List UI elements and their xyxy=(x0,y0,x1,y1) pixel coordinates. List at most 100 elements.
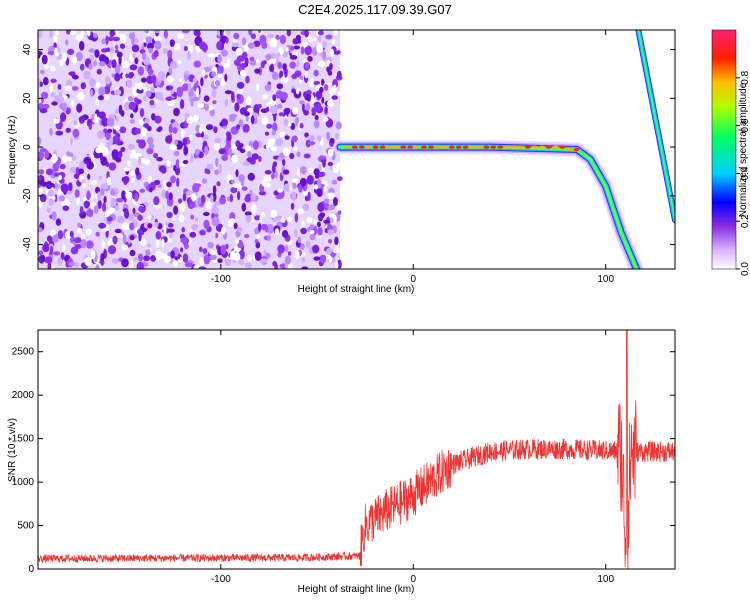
noise-speck xyxy=(280,91,288,101)
noise-speck xyxy=(197,197,202,206)
noise-speck xyxy=(182,253,189,263)
noise-speck xyxy=(253,40,261,47)
noise-speck xyxy=(90,180,97,186)
noise-speck xyxy=(220,244,227,255)
snr-frame xyxy=(37,329,676,570)
noise-speck xyxy=(41,54,48,65)
noise-speck xyxy=(289,55,298,60)
colorbar-gradient xyxy=(711,29,737,270)
noise-speck xyxy=(236,124,240,130)
noise-speck xyxy=(301,41,309,48)
noise-speck xyxy=(44,149,50,159)
noise-speck xyxy=(99,54,107,63)
noise-speck xyxy=(179,78,183,83)
noise-speck xyxy=(109,30,116,37)
noise-speck xyxy=(140,157,147,164)
noise-speck xyxy=(310,94,315,104)
noise-speck xyxy=(138,119,144,125)
noise-speck xyxy=(289,46,295,51)
noise-speck xyxy=(157,184,162,188)
noise-speck xyxy=(242,123,250,133)
signal-peak xyxy=(559,145,566,149)
noise-speck xyxy=(49,128,53,136)
noise-speck xyxy=(130,170,136,177)
noise-speck xyxy=(216,181,221,187)
noise-speck xyxy=(301,220,305,228)
noise-speck xyxy=(70,246,79,255)
noise-speck xyxy=(173,205,179,215)
noise-speck xyxy=(84,257,92,267)
signal-peak xyxy=(462,145,469,149)
noise-speck xyxy=(38,150,44,160)
noise-speck xyxy=(219,197,226,205)
noise-speck xyxy=(233,222,238,230)
noise-speck xyxy=(321,78,325,86)
noise-speck xyxy=(304,61,310,70)
noise-speck xyxy=(244,145,252,151)
snr-ytick-label: 0 xyxy=(28,564,34,575)
noise-speck xyxy=(247,42,255,49)
noise-speck xyxy=(100,156,108,166)
noise-speck xyxy=(322,159,326,168)
noise-speck xyxy=(277,104,283,109)
noise-speck xyxy=(131,36,135,46)
noise-speck xyxy=(323,198,330,204)
signal-peak xyxy=(393,145,400,149)
noise-speck xyxy=(194,217,199,222)
noise-speck xyxy=(292,38,299,45)
noise-speck xyxy=(115,156,122,163)
noise-speck xyxy=(200,194,206,204)
noise-speck xyxy=(184,262,193,268)
noise-speck xyxy=(187,50,191,61)
noise-speck xyxy=(191,193,197,202)
noise-speck xyxy=(219,122,223,127)
noise-speck xyxy=(38,169,45,175)
spectrogram-y-ticks: -40 -20 0 20 40 xyxy=(22,44,675,252)
noise-speck xyxy=(337,210,342,215)
noise-speck xyxy=(120,147,126,152)
noise-speck xyxy=(129,249,136,257)
noise-speck xyxy=(81,182,87,188)
noise-speck xyxy=(39,108,48,114)
noise-speck xyxy=(182,122,188,129)
noise-speck xyxy=(83,156,92,165)
noise-speck xyxy=(128,101,136,111)
signal-peak xyxy=(490,145,497,149)
noise-speck xyxy=(166,197,174,207)
noise-speck xyxy=(277,244,285,254)
noise-speck xyxy=(313,225,318,236)
noise-speck xyxy=(299,177,307,186)
noise-speck xyxy=(109,136,114,146)
noise-speck xyxy=(118,150,123,158)
noise-speck xyxy=(119,43,126,49)
noise-speck xyxy=(251,153,259,160)
noise-speck xyxy=(173,164,177,172)
noise-speck xyxy=(220,77,225,87)
noise-speck xyxy=(168,123,173,134)
noise-speck xyxy=(53,35,58,43)
noise-speck xyxy=(183,145,189,156)
noise-speck xyxy=(119,33,127,44)
noise-speck xyxy=(68,261,76,267)
noise-speck xyxy=(116,233,123,238)
noise-speck xyxy=(169,144,178,151)
noise-speck xyxy=(313,119,320,129)
signal-peak xyxy=(511,145,518,149)
noise-speck xyxy=(199,229,206,236)
noise-speck xyxy=(141,52,147,61)
noise-speck xyxy=(266,224,274,234)
signal-peak xyxy=(407,145,414,149)
noise-speck xyxy=(209,108,215,117)
noise-speck xyxy=(65,127,71,133)
noise-speck xyxy=(38,137,41,147)
noise-speck xyxy=(331,179,338,185)
noise-speck xyxy=(273,113,277,122)
noise-speck xyxy=(86,209,91,217)
noise-speck xyxy=(236,93,241,99)
noise-speck xyxy=(207,241,214,249)
noise-speck xyxy=(237,226,243,233)
noise-speck xyxy=(183,45,188,52)
colorbar-tick-label: 0.2 xyxy=(740,214,750,228)
noise-speck xyxy=(163,30,168,39)
noise-speck xyxy=(232,183,240,188)
